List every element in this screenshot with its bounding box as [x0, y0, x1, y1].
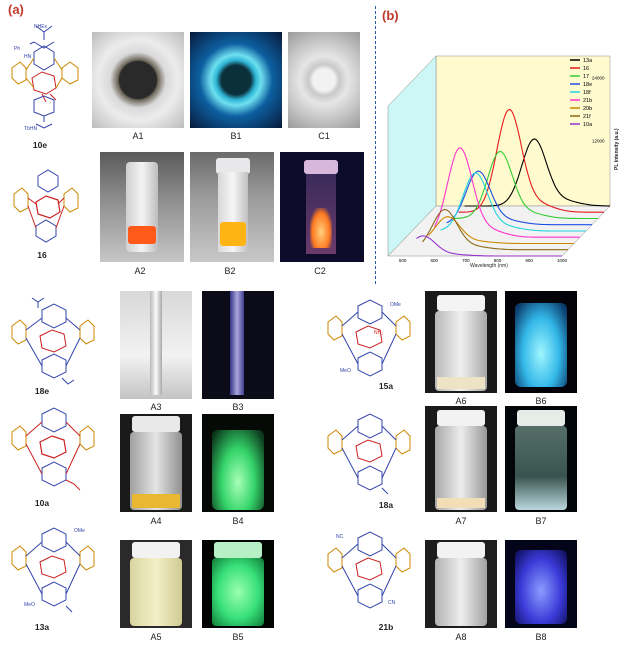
compound-label-16: 16: [37, 250, 47, 260]
structure-15a: OMe NH₂ MeO: [327, 299, 411, 377]
x-tick-900: 900: [525, 258, 533, 263]
series-line-18f: [440, 172, 586, 232]
series-line-17: [452, 150, 598, 220]
photo-c1: [288, 32, 360, 128]
legend-label-21b: 21b: [583, 98, 592, 104]
series-line-10a: [416, 235, 562, 257]
structure-13a: OMe MeO: [11, 527, 95, 613]
series-line-13a: [464, 138, 610, 207]
x-tick-600: 600: [430, 258, 438, 263]
photo-b2: [190, 152, 274, 262]
panel-divider: [375, 6, 376, 284]
photo-a6: [425, 291, 497, 393]
compound-label-21b: 21b: [378, 622, 394, 632]
legend-label-13a: 13a: [583, 58, 593, 64]
compound-label-10a: 10a: [34, 498, 50, 508]
caption-b3: B3: [232, 402, 244, 412]
panel-label-a: (a): [8, 2, 24, 17]
caption-b6: B6: [535, 396, 547, 406]
compound-label-18a: 18a: [378, 500, 394, 510]
y-axis-label: PL Intensity (a.u.): [614, 128, 620, 170]
series-group: [416, 108, 610, 257]
label-meo-15a: MeO: [340, 368, 351, 374]
photo-a4: [120, 414, 192, 512]
structure-16: [13, 169, 79, 243]
photo-a8: [425, 540, 497, 628]
label-ome-15a: OMe: [390, 302, 401, 308]
caption-a4: A4: [150, 516, 162, 526]
z-tick-group: 12000240003600048000: [592, 75, 605, 144]
legend-label-10a: 10a: [583, 122, 593, 128]
caption-a2: A2: [134, 266, 146, 276]
label-nc-21b: NC: [336, 534, 344, 540]
photo-b7: [505, 406, 577, 512]
x-tick-group: 500 600 700 800 900 1000: [399, 258, 568, 263]
photo-a7: [425, 406, 497, 512]
caption-b5: B5: [232, 632, 244, 642]
x-tick-1000: 1000: [557, 258, 568, 263]
caption-b8: B8: [535, 632, 547, 642]
compound-label-13a: 13a: [34, 622, 50, 632]
compound-label-15a: 15a: [378, 381, 394, 391]
caption-c1: C1: [318, 131, 330, 141]
structure-18e: [11, 297, 95, 385]
z-tick-12000: 12000: [592, 139, 605, 144]
chart-legend: 13a 16 17 18e 18f 21b 20b 21f 10a: [570, 58, 593, 128]
legend-label-18e: 18e: [583, 82, 592, 88]
legend-label-17: 17: [583, 74, 589, 80]
x-tick-500: 500: [399, 258, 407, 263]
label-hn: HN: [24, 54, 32, 60]
legend-label-18f: 18f: [583, 90, 591, 96]
caption-a5: A5: [150, 632, 162, 642]
label-meo-13a: MeO: [24, 602, 35, 608]
label-ph: Ph: [14, 46, 20, 52]
label-nhex: NHEx: [34, 24, 48, 30]
compound-label-10e: 10e: [32, 140, 48, 150]
series-line-18e: [446, 170, 592, 226]
photo-b4: [202, 414, 274, 512]
legend-label-16: 16: [583, 66, 589, 72]
structure-18a: [327, 413, 411, 495]
caption-b2: B2: [224, 266, 236, 276]
photo-a5: [120, 540, 192, 628]
compound-label-18e: 18e: [34, 386, 50, 396]
photo-c2: [280, 152, 364, 262]
label-nh2-15a: NH₂: [374, 330, 383, 336]
photo-b5: [202, 540, 274, 628]
label-ome-13a: OMe: [74, 528, 85, 534]
x-tick-800: 800: [494, 258, 502, 263]
photo-a2: [100, 152, 184, 262]
x-tick-700: 700: [462, 258, 470, 263]
caption-b4: B4: [232, 516, 244, 526]
caption-a7: A7: [455, 516, 467, 526]
caption-a3: A3: [150, 402, 162, 412]
series-line-20b: [428, 216, 574, 245]
photo-b6: [505, 291, 577, 393]
structure-10a: [11, 407, 95, 491]
z-tick-24000: 24000: [592, 75, 605, 80]
caption-a6: A6: [455, 396, 467, 406]
panel-label-b: (b): [382, 8, 399, 23]
photo-a1: [92, 32, 184, 128]
series-line-21f: [422, 208, 568, 251]
caption-a8: A8: [455, 632, 467, 642]
photo-b8: [505, 540, 577, 628]
photo-a3: [120, 291, 192, 399]
caption-c2: C2: [314, 266, 326, 276]
caption-b1: B1: [230, 131, 242, 141]
photo-b1: [190, 32, 282, 128]
legend-label-20b: 20b: [583, 106, 592, 112]
caption-b7: B7: [535, 516, 547, 526]
photo-b3: [202, 291, 274, 399]
structure-10e: NHEx Ph HN TbHN: [11, 24, 79, 132]
legend-label-21f: 21f: [583, 114, 591, 120]
label-cn-21b: CN: [388, 600, 396, 606]
label-tbhn: TbHN: [24, 126, 37, 132]
series-line-16: [458, 108, 604, 213]
structure-21b: NC CN: [327, 531, 411, 609]
series-line-21b: [434, 147, 580, 238]
caption-a1: A1: [132, 131, 144, 141]
x-axis-label: Wavelength (nm): [470, 263, 508, 269]
